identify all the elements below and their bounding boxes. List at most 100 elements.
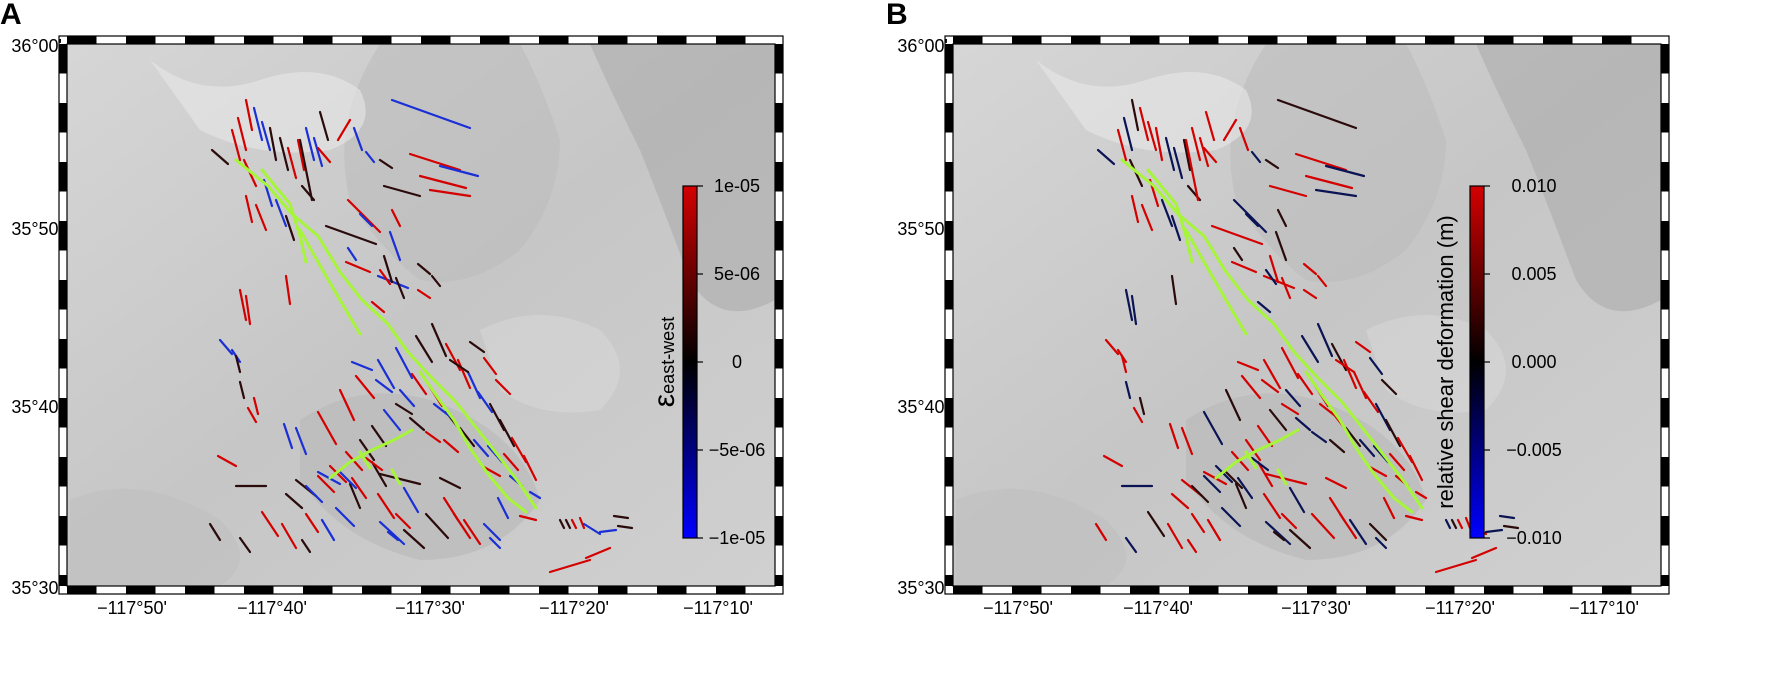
lat-tick-label: 36°00' [897,36,948,56]
fault-segment [1396,436,1414,464]
lon-tick-label: −117°20' [1425,598,1495,618]
frame-tick [421,586,451,594]
fault-segment [208,522,222,542]
lat-tick-label: 36°00' [11,36,62,56]
fault-segment [1236,360,1260,372]
fault-segment [1238,126,1250,152]
fault-segment [414,334,434,364]
fault-segment [324,224,378,246]
fault-segment [1268,184,1308,198]
colorbar-tick-label: −5e-06 [709,440,766,460]
fault-segment [428,188,472,198]
rupture-line [298,228,362,336]
fault-segment [336,118,352,142]
fault-segment [1358,438,1376,458]
fault-segment [616,524,634,530]
latitude-labels: 36°00' 35°50' 35°40' 35°30' [897,36,948,598]
frame-tick [716,586,746,594]
fault-segment [370,424,388,448]
fault-segment [1388,452,1406,472]
frame-tick [1012,36,1042,44]
fault-segment [354,374,376,400]
fault-segment [316,474,336,494]
fault-segment [304,484,324,504]
frame-tick [1661,44,1669,74]
colorbar-title: εeast-west [648,317,681,407]
frame-tick [1248,36,1278,44]
map-frame [67,44,775,586]
fault-segment [1338,512,1358,540]
fault-segment [1202,474,1222,494]
frame-tick [775,162,783,192]
fault-segment [1170,214,1182,242]
fault-segment [1220,506,1242,528]
fault-segment [284,492,304,510]
lat-tick-label: 35°40' [11,397,62,417]
fault-segment [1120,354,1128,374]
frame-tick [1307,36,1337,44]
fault-segment [1250,456,1270,472]
fault-segment [1244,212,1260,228]
fault-segment [358,438,376,462]
fault-segment [1122,116,1134,152]
fault-segment [370,300,386,314]
fault-segment [358,212,374,228]
fault-segment [482,522,502,542]
frame-tick [1661,398,1669,428]
fault-segment [334,506,356,528]
fault-segment [402,486,420,514]
rupture-line [260,168,308,264]
latitude-labels: 36°00' 35°50' 35°40' 35°30' [11,36,62,598]
colorbar: 1e-05 5e-06 0 −5e-06 −1e-05 εeast-west [648,176,765,548]
fault-segment [402,528,426,550]
fault-segment [318,110,330,142]
fault-segment [612,514,630,520]
fault-segment [1204,110,1216,142]
fault-segment [394,346,414,380]
rupture-line [1120,158,1424,510]
fault-segment [424,512,450,540]
fault-segment [488,402,506,432]
fault-segment [1344,426,1362,448]
frame-tick [1189,586,1219,594]
panel-b: B 36°00' 35°50 [886,0,1772,699]
fault-segment [1138,106,1150,142]
fault-segment [284,274,292,306]
fault-segment [1210,224,1264,246]
fault-segment [502,452,520,472]
lon-tick-label: −117°40' [1123,598,1193,618]
fault-segment [1272,530,1286,542]
lon-tick-label: −117°40' [237,598,307,618]
frame-tick [185,36,215,44]
fault-segment [416,262,432,276]
fault-segment [408,152,462,172]
fault-segment [410,372,428,396]
frame-tick [67,36,97,44]
fault-segment [238,536,252,554]
fault-segment [1268,254,1280,284]
longitude-labels: −117°50' −117°40' −117°30' −117°20' −117… [97,598,753,618]
frame-tick [1661,280,1669,310]
fault-segment [1198,136,1210,168]
fault-segment [316,410,338,446]
fault-segment [1374,402,1392,432]
fault-segment [494,378,512,396]
frame-tick [775,103,783,133]
fault-segment [1190,126,1202,162]
fault-segment [286,146,298,180]
frame-tick [59,575,67,586]
fault-segment [1484,528,1504,534]
colorbar-ramp [1469,185,1485,539]
frame-tick [775,575,783,586]
fault-segment [346,246,358,262]
fault-segment [1302,262,1318,276]
fault-segment [430,322,448,358]
fault-segment [1404,514,1424,522]
frame-tick [953,586,983,594]
colorbar-tick-label: 0.005 [1511,264,1556,284]
frame-tick [945,221,953,251]
fault-segment [1130,98,1140,132]
frame-tick [421,36,451,44]
fault-segment [304,512,320,534]
fault-segment [1328,438,1346,454]
